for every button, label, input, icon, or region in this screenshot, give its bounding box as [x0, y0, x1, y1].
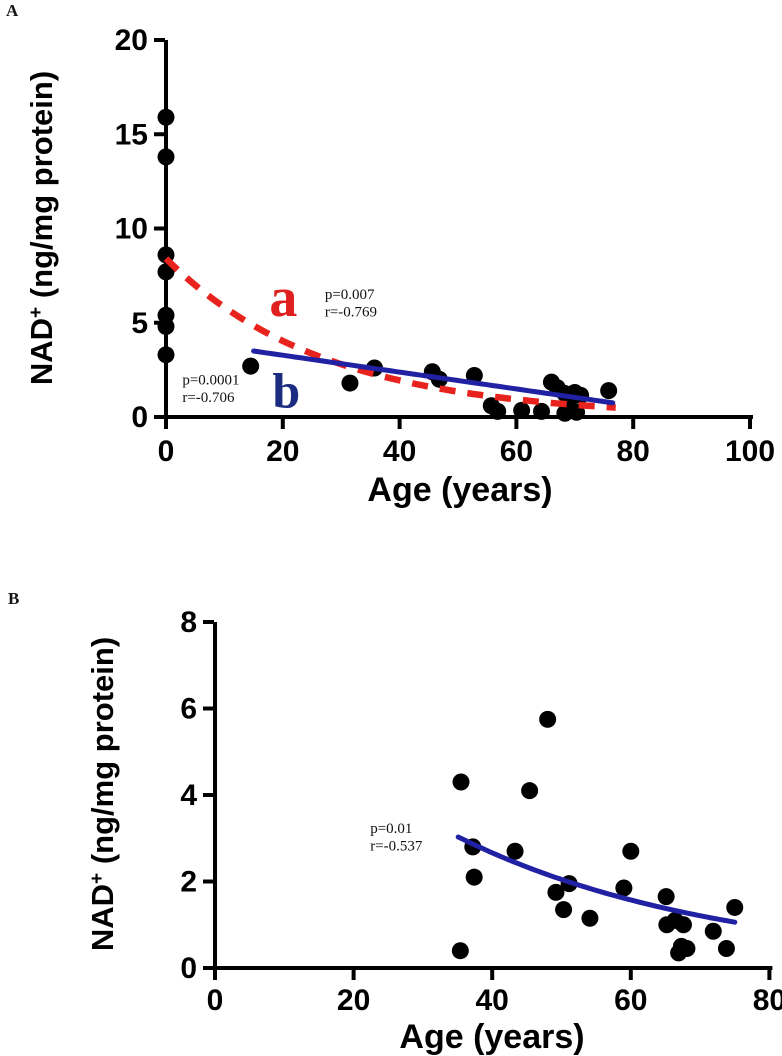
curve-letter-b: b — [272, 363, 300, 419]
curve-b — [251, 348, 616, 406]
curve-a — [163, 256, 616, 411]
data-point — [157, 318, 175, 336]
data-point — [452, 773, 470, 791]
panel-a-letter: A — [6, 1, 19, 20]
data-point — [489, 402, 507, 420]
curve-b1 — [455, 834, 738, 925]
y-tick-label: 0 — [180, 952, 197, 985]
data-point — [242, 357, 260, 375]
tick-labels: 0 20 40 60 80 0 2 4 6 8 — [180, 606, 782, 1017]
data-point — [513, 401, 531, 419]
data-point — [704, 922, 722, 940]
data-point — [521, 782, 539, 800]
panel-a: 0 20 40 60 80 100 0 5 10 15 20 Age (years) NAD+ (ng/… — [24, 24, 775, 509]
x-tick-label: 80 — [617, 435, 650, 468]
y-tick-label: 15 — [115, 118, 148, 151]
data-point — [465, 868, 483, 886]
y-tick-label: 2 — [180, 866, 197, 899]
x-tick-label: 60 — [614, 984, 647, 1017]
data-point — [547, 883, 565, 901]
x-axis-title: Age (years) — [399, 1018, 584, 1056]
data-point — [539, 710, 557, 728]
data-point — [581, 909, 599, 927]
data-point — [657, 888, 675, 906]
x-tick-label: 0 — [158, 435, 175, 468]
y-tick-label: 6 — [180, 693, 197, 726]
data-point — [451, 942, 469, 960]
curve-letter-a: a — [269, 267, 297, 329]
y-tick-label: 10 — [115, 213, 148, 246]
stats-line: p=0.0001 — [182, 373, 239, 389]
data-point — [555, 901, 573, 919]
data-point — [157, 346, 175, 364]
data-points — [451, 710, 744, 962]
tick-marks — [154, 38, 752, 429]
stats-line: r=-0.769 — [325, 304, 377, 320]
data-point — [157, 148, 175, 166]
x-tick-label: 40 — [476, 984, 509, 1017]
x-tick-label: 20 — [337, 984, 370, 1017]
x-tick-label: 40 — [383, 435, 416, 468]
x-tick-label: 80 — [753, 984, 782, 1017]
axes — [213, 622, 773, 970]
x-tick-label: 60 — [500, 435, 533, 468]
stats-line: p=0.007 — [325, 287, 375, 303]
data-point — [157, 108, 175, 126]
x-tick-label: 0 — [207, 984, 224, 1017]
y-tick-label: 8 — [180, 606, 197, 639]
panel-b: 0 20 40 60 80 0 2 4 6 8 Age (years) NAD+ (ng/mg pro… — [85, 606, 782, 1056]
y-tick-label: 4 — [180, 779, 197, 812]
data-point — [341, 374, 359, 392]
stats-annotation: p=0.01r=-0.537 — [370, 821, 423, 855]
data-point — [600, 382, 618, 400]
tick-labels: 0 20 40 60 80 100 0 5 10 15 20 — [115, 24, 775, 468]
x-tick-label: 20 — [266, 435, 299, 468]
stats-line: r=-0.537 — [370, 838, 423, 854]
data-point — [678, 940, 696, 958]
data-point — [506, 842, 524, 860]
x-axis-title: Age (years) — [367, 471, 552, 509]
panel-b-letter: B — [8, 589, 20, 608]
tick-marks — [203, 620, 772, 980]
data-point — [726, 898, 744, 916]
y-axis-title: NAD+ (ng/mg protein) — [24, 71, 59, 385]
y-tick-label: 5 — [131, 307, 148, 340]
data-point — [615, 879, 633, 897]
data-point — [622, 842, 640, 860]
data-point — [674, 916, 692, 934]
data-point — [533, 402, 551, 420]
data-point — [157, 263, 175, 281]
y-tick-label: 20 — [115, 24, 148, 57]
stats-line: p=0.01 — [370, 821, 412, 837]
data-point — [717, 940, 735, 958]
y-tick-label: 0 — [131, 401, 148, 434]
y-axis-title: NAD+ (ng/mg protein) — [85, 637, 120, 951]
stats-line: r=-0.706 — [182, 390, 235, 406]
x-tick-label: 100 — [725, 435, 775, 468]
